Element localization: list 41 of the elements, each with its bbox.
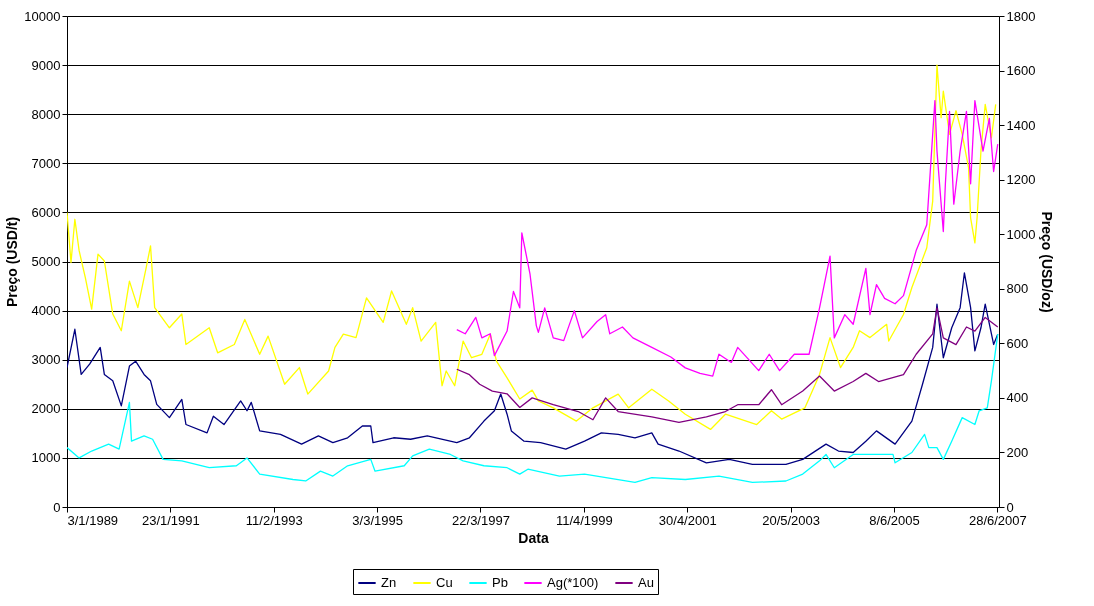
y-tick-label: 2000 (31, 401, 61, 417)
line-series (456, 307, 999, 424)
legend-label: Pb (492, 575, 508, 590)
y-tick-label: 3000 (31, 352, 61, 368)
y2-tick-label: 800 (1006, 281, 1029, 297)
y2-tick-label: 0 (1006, 499, 1014, 515)
y-tick-label: 8000 (31, 106, 61, 122)
x-tick-label: 3/1/1989 (67, 512, 119, 528)
y2-tick-label: 1000 (1006, 226, 1036, 242)
y2-tick-label: 1400 (1006, 117, 1036, 133)
legend-label: Au (638, 575, 654, 590)
x-tick-label: 30/4/2001 (658, 512, 717, 528)
y2-tick-label: 600 (1006, 335, 1029, 351)
y-tick-label: 7000 (31, 155, 61, 171)
y-tick-label: 6000 (31, 204, 61, 220)
x-tick-label: 20/5/2003 (762, 512, 821, 528)
y2-tick-label: 1600 (1006, 63, 1036, 79)
y-tick-label: 4000 (31, 303, 61, 319)
legend-label: Cu (436, 575, 453, 590)
x-tick-label: 11/4/1999 (555, 512, 613, 528)
y2-tick-label: 1200 (1006, 172, 1036, 188)
y-axis-title: Preço (USD/t) (4, 216, 21, 308)
y-tick-label: 1000 (31, 450, 61, 466)
legend-label: Zn (381, 575, 397, 590)
x-tick-label: 8/6/2005 (869, 512, 920, 528)
line-series (456, 99, 999, 377)
legend-label: Ag(*100) (547, 575, 599, 590)
x-axis-title: Data (518, 529, 549, 546)
x-tick-label: 11/2/1993 (245, 512, 303, 528)
x-tick-label: 28/6/2007 (968, 512, 1027, 528)
x-tick-label: 23/1/1991 (141, 512, 200, 528)
y2-tick-label: 400 (1006, 390, 1029, 406)
y-tick-label: 10000 (24, 8, 61, 24)
y2-tick-label: 200 (1006, 444, 1029, 460)
y-tick-label: 9000 (31, 57, 61, 73)
y2-tick-label: 1800 (1006, 8, 1036, 24)
x-tick-label: 22/3/1997 (452, 512, 510, 528)
y2-axis-title: Preço (USD/oz) (1039, 211, 1056, 313)
y-tick-label: 0 (53, 499, 61, 515)
x-tick-label: 3/3/1995 (352, 512, 403, 528)
y-tick-label: 5000 (31, 254, 61, 269)
